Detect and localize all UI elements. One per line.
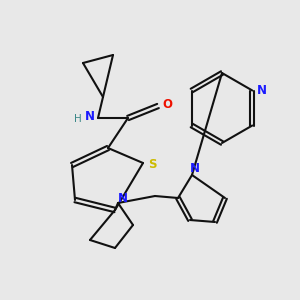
- Text: S: S: [148, 158, 156, 172]
- Text: N: N: [85, 110, 95, 122]
- Text: H: H: [74, 114, 82, 124]
- Text: N: N: [190, 161, 200, 175]
- Text: O: O: [162, 98, 172, 112]
- Text: N: N: [118, 191, 128, 205]
- Text: N: N: [257, 84, 267, 97]
